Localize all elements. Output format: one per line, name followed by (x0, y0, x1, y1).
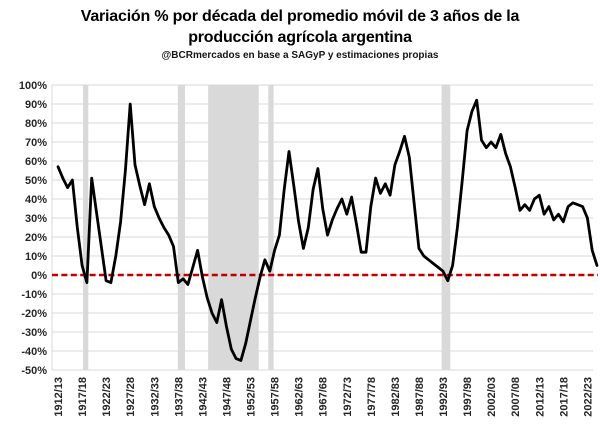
shaded-band (208, 85, 259, 370)
shaded-band (441, 85, 451, 370)
x-axis-label: 1987/88 (414, 377, 426, 417)
x-axis-label: 1997/98 (462, 377, 474, 417)
x-axis-label: 1932/33 (149, 377, 161, 417)
shaded-band (268, 85, 274, 370)
x-axis-label: 1937/38 (173, 377, 185, 417)
y-axis-label: 80% (25, 118, 47, 130)
chart-title-line1: Variación % por década del promedio móvi… (80, 8, 520, 25)
x-axis-label: 2017/18 (558, 377, 570, 417)
x-axis-label: 1912/13 (53, 377, 65, 417)
x-axis-label: 1962/63 (294, 377, 306, 417)
x-axis-label: 1972/73 (342, 377, 354, 417)
chart-header: Variación % por década del promedio móvi… (0, 6, 600, 62)
x-axis-label: 1952/53 (246, 377, 258, 417)
y-axis-label: 60% (25, 156, 47, 168)
x-axis-label: 2022/23 (582, 377, 594, 417)
y-axis-label: -50% (21, 365, 47, 377)
shaded-band (177, 85, 185, 370)
x-axis-label: 2002/03 (486, 377, 498, 417)
x-axis-label: 2007/08 (510, 377, 522, 417)
y-axis-label: -10% (21, 289, 47, 301)
y-axis-label: 100% (19, 80, 47, 92)
y-axis-label: -30% (21, 327, 47, 339)
y-axis-label: 0% (31, 270, 47, 282)
chart-subtitle: @BCRmercados en base a SAGyP y estimacio… (161, 50, 439, 61)
y-axis-label: 90% (25, 99, 47, 111)
x-axis-label: 1922/23 (101, 377, 113, 417)
y-axis-label: -20% (21, 308, 47, 320)
y-axis-label: 30% (25, 213, 47, 225)
y-axis-label: 10% (25, 251, 47, 263)
x-axis-label: 2012/13 (534, 377, 546, 417)
x-axis-label: 1957/58 (270, 377, 282, 417)
y-axis-label: 70% (25, 137, 47, 149)
x-axis-label: 1927/28 (125, 377, 137, 417)
x-axis-label: 1982/83 (390, 377, 402, 417)
y-axis-label: 50% (25, 175, 47, 187)
chart-title-line2: producción agrícola argentina (188, 29, 412, 46)
x-axis-label: 1942/43 (197, 377, 209, 417)
y-axis-label: -40% (21, 346, 47, 358)
x-axis-label: 1977/78 (366, 377, 378, 417)
shaded-band (83, 85, 89, 370)
data-line (56, 98, 599, 362)
x-axis-label: 1917/18 (77, 377, 89, 417)
x-axis-label: 1947/48 (221, 377, 233, 417)
y-axis-label: 40% (25, 194, 47, 206)
x-axis-label: 1992/93 (438, 377, 450, 417)
x-axis-label: 1967/68 (318, 377, 330, 417)
y-axis-label: 20% (25, 232, 47, 244)
